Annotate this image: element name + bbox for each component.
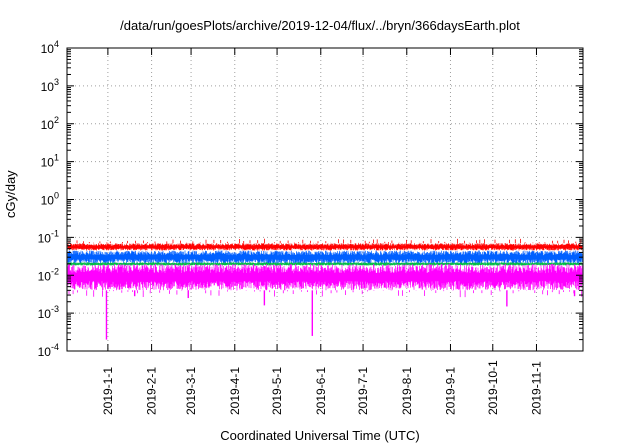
data-series [67, 238, 583, 340]
x-axis-label: Coordinated Universal Time (UTC) [220, 428, 420, 443]
series-minor-dips [68, 290, 583, 298]
x-tick-label: 2019-6-1 [314, 367, 328, 415]
grid-lines [67, 48, 583, 351]
x-tick-label: 2019-10-1 [486, 360, 500, 415]
chart-title: /data/run/goesPlots/archive/2019-12-04/f… [120, 18, 520, 33]
x-tick-label: 2019-3-1 [184, 367, 198, 415]
axis-ticks: 10-4 10-3 10-2 10-1 100 101 102 103 104 2019-1-1 2… [38, 39, 583, 415]
y-axis-label: cGy/day [3, 170, 18, 218]
x-tick-label: 2019-2-1 [145, 367, 159, 415]
x-tick-label: 2019-4-1 [228, 367, 242, 415]
y-tick-label: 100 [41, 191, 59, 208]
y-tick-label: 101 [41, 153, 59, 170]
y-tick-label: 10-4 [38, 342, 59, 359]
series-0-spikes [68, 238, 582, 244]
x-tick-label: 2019-5-1 [270, 367, 284, 415]
y-tick-label: 10-2 [38, 266, 59, 283]
y-tick-label: 104 [41, 39, 59, 56]
series-3-trace [67, 263, 583, 291]
series-1-trace [67, 250, 583, 264]
x-tick-label: 2019-8-1 [400, 367, 414, 415]
y-tick-label: 10-1 [38, 228, 59, 245]
series-0-trace [67, 243, 583, 251]
y-tick-label: 102 [41, 115, 59, 132]
x-tick-label: 2019-11-1 [529, 361, 543, 415]
y-tick-label: 10-3 [38, 304, 59, 321]
x-tick-label: 2019-7-1 [356, 367, 370, 415]
plot-frame [66, 47, 584, 352]
y-tick-label: 103 [41, 77, 59, 94]
x-tick-label: 2019-1-1 [101, 367, 115, 415]
x-tick-label: 2019-9-1 [443, 367, 457, 415]
